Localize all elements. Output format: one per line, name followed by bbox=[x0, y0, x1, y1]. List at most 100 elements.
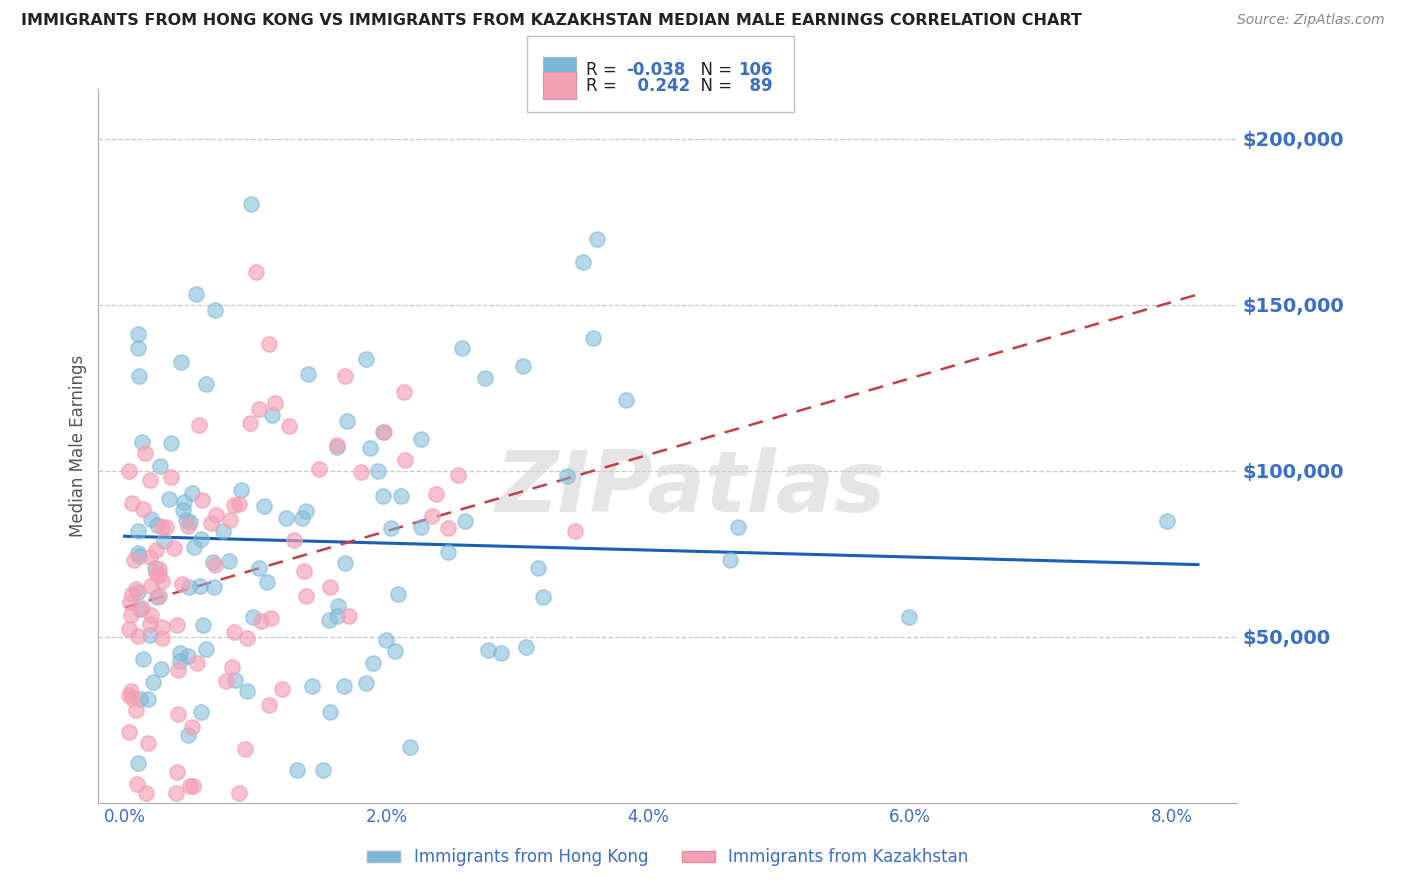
Point bbox=[295, 503, 318, 517]
Point bbox=[167, 706, 190, 721]
Point bbox=[190, 579, 212, 593]
Point bbox=[718, 553, 741, 567]
Point bbox=[179, 580, 201, 594]
Point bbox=[326, 608, 349, 623]
Point bbox=[173, 494, 195, 508]
Point bbox=[224, 673, 246, 687]
Point bbox=[259, 337, 281, 351]
Point bbox=[145, 566, 167, 580]
Point bbox=[294, 589, 316, 603]
Point bbox=[129, 601, 152, 615]
Point bbox=[166, 618, 188, 632]
Point bbox=[195, 641, 218, 656]
Point bbox=[117, 688, 139, 702]
Point bbox=[614, 393, 637, 408]
Point bbox=[319, 581, 342, 595]
Point bbox=[166, 764, 188, 779]
Point bbox=[160, 436, 183, 450]
Point bbox=[155, 520, 177, 534]
Point bbox=[181, 780, 204, 794]
Point bbox=[337, 609, 360, 624]
Point bbox=[235, 742, 257, 756]
Point bbox=[194, 376, 217, 391]
Point bbox=[125, 703, 148, 717]
Text: 106: 106 bbox=[738, 62, 773, 79]
Point bbox=[127, 629, 149, 643]
Point bbox=[239, 197, 262, 211]
Point bbox=[242, 609, 264, 624]
Text: N =: N = bbox=[690, 77, 738, 95]
Point bbox=[120, 684, 142, 698]
Point bbox=[333, 679, 356, 693]
Point bbox=[139, 473, 162, 487]
Point bbox=[148, 562, 170, 576]
Point bbox=[153, 533, 176, 548]
Text: IMMIGRANTS FROM HONG KONG VS IMMIGRANTS FROM KAZAKHSTAN MEDIAN MALE EARNINGS COR: IMMIGRANTS FROM HONG KONG VS IMMIGRANTS … bbox=[21, 13, 1083, 29]
Point bbox=[326, 437, 349, 451]
Point bbox=[515, 640, 537, 655]
Point bbox=[336, 414, 359, 428]
Point bbox=[361, 657, 384, 671]
Point bbox=[219, 513, 242, 527]
Point bbox=[150, 519, 173, 533]
Point bbox=[172, 502, 194, 516]
Point bbox=[263, 396, 285, 410]
Point bbox=[420, 508, 443, 523]
Point bbox=[359, 442, 381, 456]
Text: N =: N = bbox=[690, 62, 738, 79]
Point bbox=[387, 587, 409, 601]
Point bbox=[319, 706, 342, 720]
Point bbox=[375, 633, 398, 648]
Point bbox=[312, 763, 335, 777]
Point bbox=[572, 254, 595, 268]
Point bbox=[477, 643, 499, 657]
Point bbox=[136, 691, 159, 706]
Point bbox=[409, 519, 432, 533]
Point bbox=[204, 302, 226, 317]
Point bbox=[531, 591, 554, 605]
Point bbox=[125, 776, 148, 790]
Point bbox=[128, 692, 150, 706]
Point bbox=[555, 468, 578, 483]
Point bbox=[564, 524, 586, 538]
Point bbox=[447, 468, 470, 483]
Point bbox=[148, 568, 170, 582]
Point bbox=[260, 610, 283, 624]
Point bbox=[142, 675, 165, 690]
Point bbox=[527, 561, 550, 575]
Point bbox=[271, 682, 294, 697]
Point bbox=[117, 464, 139, 478]
Point bbox=[308, 461, 330, 475]
Point bbox=[170, 355, 193, 369]
Point bbox=[373, 425, 395, 440]
Point bbox=[177, 519, 200, 533]
Point bbox=[167, 663, 190, 677]
Point bbox=[127, 327, 149, 342]
Point bbox=[127, 546, 149, 560]
Text: 0.242: 0.242 bbox=[626, 77, 690, 95]
Point bbox=[245, 265, 267, 279]
Point bbox=[235, 631, 257, 645]
Point bbox=[190, 532, 212, 546]
Point bbox=[121, 587, 143, 601]
Point bbox=[450, 341, 472, 355]
Point bbox=[222, 625, 245, 640]
Point bbox=[117, 622, 139, 636]
Point bbox=[253, 500, 276, 514]
Point bbox=[249, 614, 271, 628]
Point bbox=[170, 577, 193, 591]
Point bbox=[132, 501, 155, 516]
Point bbox=[127, 756, 149, 770]
Point bbox=[191, 618, 214, 632]
Point bbox=[128, 369, 150, 384]
Point bbox=[392, 384, 415, 399]
Point bbox=[391, 489, 413, 503]
Point bbox=[512, 359, 534, 373]
Text: Source: ZipAtlas.com: Source: ZipAtlas.com bbox=[1237, 13, 1385, 28]
Point bbox=[139, 616, 162, 631]
Point bbox=[163, 541, 186, 555]
Point bbox=[228, 786, 250, 800]
Point bbox=[247, 402, 270, 417]
Text: ZIPatlas: ZIPatlas bbox=[495, 447, 886, 531]
Point bbox=[292, 565, 315, 579]
